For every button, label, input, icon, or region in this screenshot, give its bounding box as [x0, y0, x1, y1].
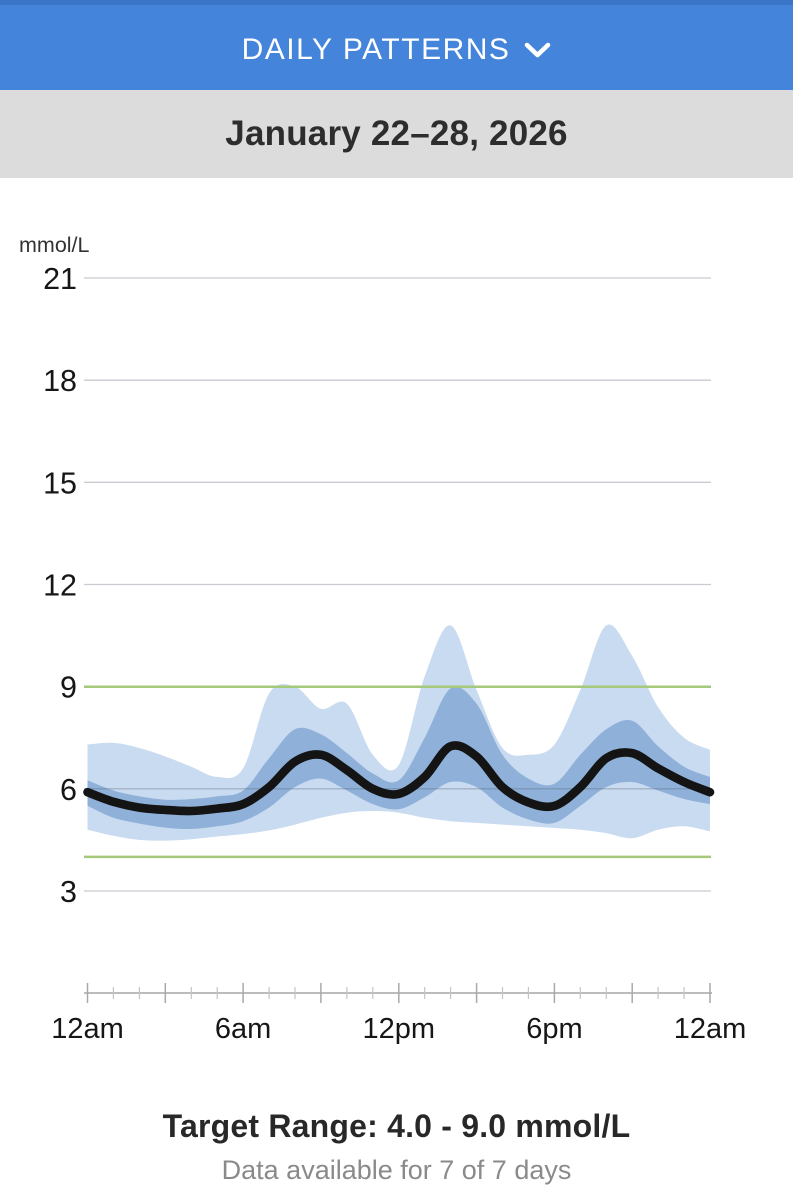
band-25-75-percentile: [87, 686, 710, 830]
target-range-lines: [84, 685, 711, 859]
daily-patterns-dropdown[interactable]: DAILY PATTERNS: [242, 33, 552, 67]
y-tick-label: 6: [60, 773, 77, 807]
y-tick-label: 18: [43, 364, 77, 398]
x-axis-labels: 12am 6am 12pm 6pm 12am: [51, 1013, 746, 1045]
median-line: [83, 741, 715, 816]
y-tick-label: 3: [60, 875, 77, 909]
y-tick-label: 21: [43, 262, 77, 296]
x-tick-label: 12pm: [363, 1013, 436, 1045]
y-tick-label: 15: [43, 466, 77, 500]
footer: Target Range: 4.0 - 9.0 mmol/L Data avai…: [0, 1108, 793, 1186]
x-tick-label: 6am: [215, 1013, 271, 1045]
header-bar: DAILY PATTERNS: [0, 0, 793, 95]
chevron-down-icon: [525, 42, 551, 58]
page-title: DAILY PATTERNS: [241, 33, 511, 66]
y-tick-label: 12: [43, 569, 77, 603]
data-available-label: Data available for 7 of 7 days: [221, 1155, 572, 1185]
y-axis-unit-label: mmol/L: [19, 233, 90, 257]
x-tick-label: 12am: [51, 1013, 124, 1045]
x-tick-label: 6pm: [526, 1013, 582, 1045]
date-range-label: January 22–28, 2026: [225, 114, 568, 153]
gridlines: [84, 277, 711, 892]
y-axis-labels: 21 18 15 12 9 6 3: [43, 262, 77, 909]
date-range-bar: January 22–28, 2026: [0, 90, 793, 178]
x-tick-label: 12am: [674, 1013, 747, 1045]
target-range-label: Target Range: 4.0 - 9.0 mmol/L: [162, 1108, 631, 1144]
x-axis: [84, 983, 712, 1003]
percentile-bands: [87, 624, 710, 841]
median-line-group: [83, 741, 715, 816]
y-tick-label: 9: [60, 671, 77, 705]
